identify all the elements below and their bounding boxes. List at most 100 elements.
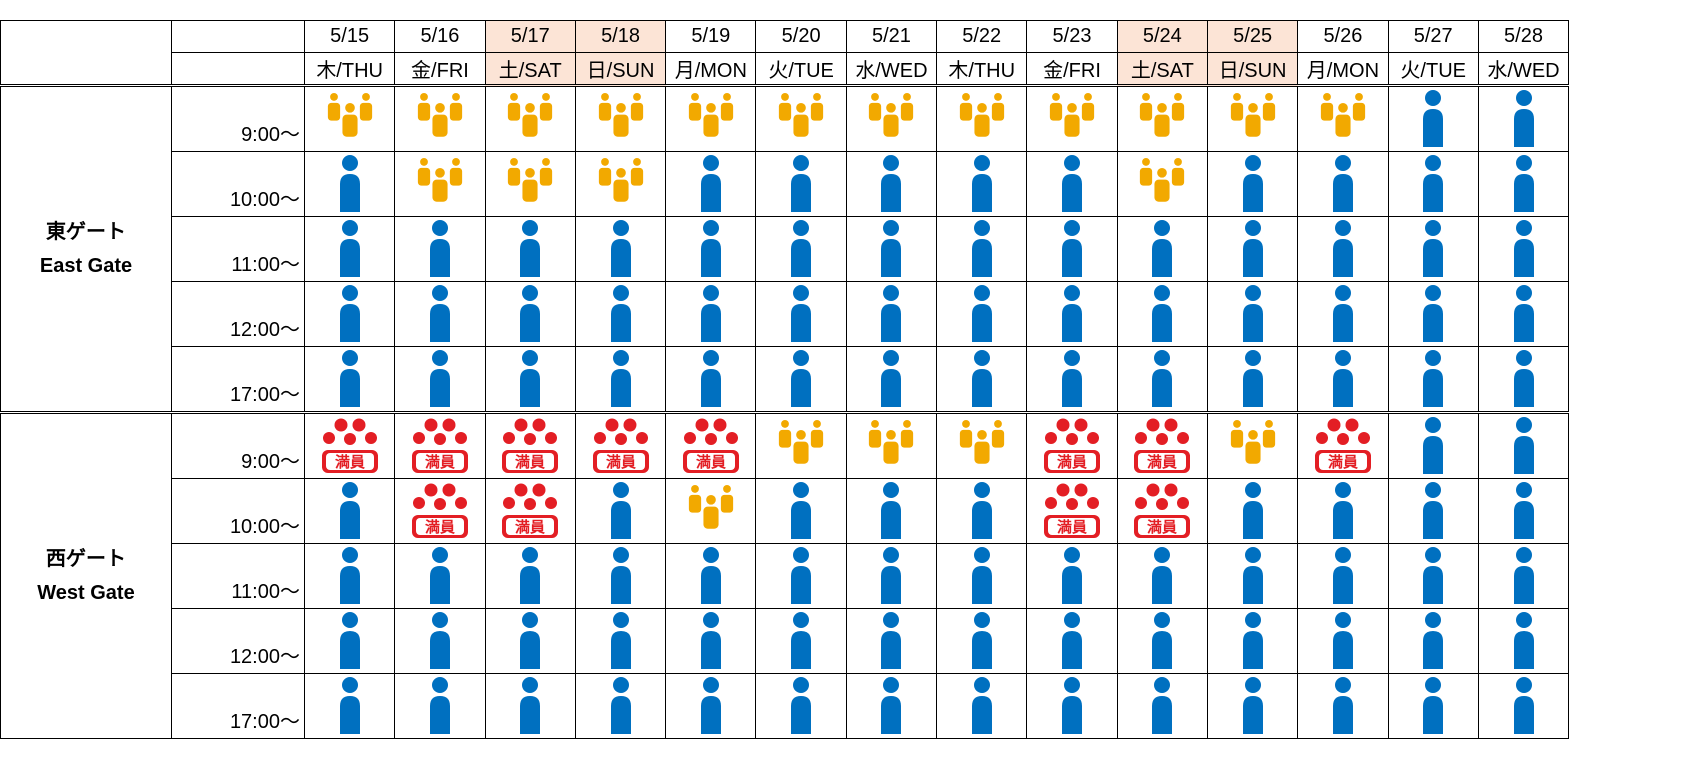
crowd-status-cell: [665, 673, 757, 739]
crowd-status-cell: [1477, 478, 1570, 544]
single-person-icon: [881, 155, 902, 212]
time-slot-row: 10:00〜 満員 満員 満員 満員: [1, 478, 1570, 544]
single-person-icon: [1152, 677, 1173, 734]
crowd-status-cell: [845, 281, 938, 347]
crowd-status-cell: [1297, 346, 1389, 413]
crowd-status-cell: [755, 151, 847, 217]
crowd-status-cell: [845, 478, 938, 544]
time-slot-label: 10:00〜: [171, 478, 305, 544]
header-day-row: 木/THU 金/FRI 土/SAT 日/SUN 月/MON 火/TUE 水/WED 木/THU…: [1, 52, 1570, 86]
crowd-status-cell: [303, 84, 396, 152]
crowd-status-cell: [1477, 84, 1570, 152]
single-person-icon: [1423, 350, 1444, 407]
crowd-status-cell: [1116, 608, 1208, 674]
single-person-icon: [1332, 155, 1353, 212]
crowd-status-cell: [1026, 346, 1118, 413]
single-person-icon: [610, 350, 631, 407]
day-header-cell: 木/THU: [303, 52, 396, 86]
single-person-icon: [339, 350, 360, 407]
crowd-status-cell: [1297, 281, 1389, 347]
crowd-status-cell: [1387, 84, 1479, 152]
group-icon: [1230, 93, 1275, 137]
crowd-status-cell: [936, 84, 1028, 152]
crowd-status-cell: 満員: [665, 411, 757, 479]
group-icon: [1140, 158, 1185, 202]
single-person-icon: [1513, 90, 1534, 147]
time-slot-label: 11:00〜: [171, 543, 305, 609]
time-slot-label: 11:00〜: [171, 216, 305, 282]
group-icon: [508, 158, 553, 202]
full-stamp-icon: 満員: [1134, 418, 1191, 473]
single-person-icon: [1423, 285, 1444, 342]
crowd-status-cell: [1116, 216, 1208, 282]
single-person-icon: [1423, 90, 1444, 147]
single-person-icon: [881, 482, 902, 539]
single-person-icon: [881, 612, 902, 669]
crowd-status-cell: [484, 608, 576, 674]
single-person-icon: [791, 285, 812, 342]
single-person-icon: [700, 220, 721, 277]
time-slot-label: 9:00〜: [171, 84, 305, 152]
crowd-status-cell: [574, 478, 667, 544]
crowd-status-cell: [936, 543, 1028, 609]
crowd-status-cell: [1116, 84, 1208, 152]
crowd-status-cell: [665, 478, 757, 544]
time-slot-label: 10:00〜: [171, 151, 305, 217]
group-icon: [598, 93, 643, 137]
time-slot-row: 10:00〜: [1, 151, 1570, 217]
day-header-cell: 金/FRI: [394, 52, 486, 86]
day-header-cell: 木/THU: [936, 52, 1028, 86]
single-person-icon: [791, 677, 812, 734]
single-person-icon: [429, 547, 450, 604]
crowd-status-cell: [845, 151, 938, 217]
crowd-status-cell: [1387, 543, 1479, 609]
single-person-icon: [971, 482, 992, 539]
crowd-status-cell: [1297, 216, 1389, 282]
single-person-icon: [1332, 677, 1353, 734]
group-icon: [508, 93, 553, 137]
crowd-status-cell: [845, 543, 938, 609]
single-person-icon: [429, 350, 450, 407]
single-person-icon: [791, 220, 812, 277]
group-icon: [1230, 420, 1275, 464]
crowd-status-cell: [665, 216, 757, 282]
crowd-status-cell: [484, 216, 576, 282]
crowd-status-cell: [1116, 151, 1208, 217]
date-header-cell: 5/16: [394, 20, 486, 53]
single-person-icon: [610, 677, 631, 734]
time-slot-label: 12:00〜: [171, 608, 305, 674]
group-icon: [417, 158, 463, 202]
crowd-status-cell: [1477, 281, 1570, 347]
crowd-status-cell: [303, 543, 396, 609]
single-person-icon: [1062, 350, 1083, 407]
crowd-status-cell: [574, 216, 667, 282]
single-person-icon: [1242, 350, 1263, 407]
single-person-icon: [700, 285, 721, 342]
full-stamp-icon: 満員: [682, 418, 739, 473]
crowd-status-cell: [755, 84, 847, 152]
date-header-cell: 5/17: [484, 20, 576, 53]
crowd-status-cell: [755, 673, 847, 739]
crowd-status-cell: [574, 608, 667, 674]
crowd-status-cell: [665, 543, 757, 609]
crowd-status-cell: [936, 673, 1028, 739]
single-person-icon: [1062, 612, 1083, 669]
crowd-status-cell: [936, 346, 1028, 413]
group-icon: [1049, 93, 1095, 137]
full-stamp-icon: 満員: [1314, 418, 1371, 473]
crowd-status-cell: [394, 673, 486, 739]
time-slot-row: 東ゲート East Gate 9:00〜: [0, 84, 1570, 413]
crowd-status-cell: [845, 216, 938, 282]
single-person-icon: [520, 220, 541, 277]
full-stamp-text: 満員: [1057, 453, 1087, 471]
single-person-icon: [1513, 677, 1534, 734]
crowd-status-cell: [1116, 543, 1208, 609]
crowd-status-cell: [1206, 281, 1299, 347]
crowd-status-cell: [1297, 543, 1389, 609]
crowd-status-cell: [1026, 543, 1118, 609]
single-person-icon: [1332, 350, 1353, 407]
single-person-icon: [1062, 220, 1083, 277]
single-person-icon: [1332, 482, 1353, 539]
single-person-icon: [1513, 547, 1534, 604]
crowd-status-cell: [1206, 346, 1299, 413]
